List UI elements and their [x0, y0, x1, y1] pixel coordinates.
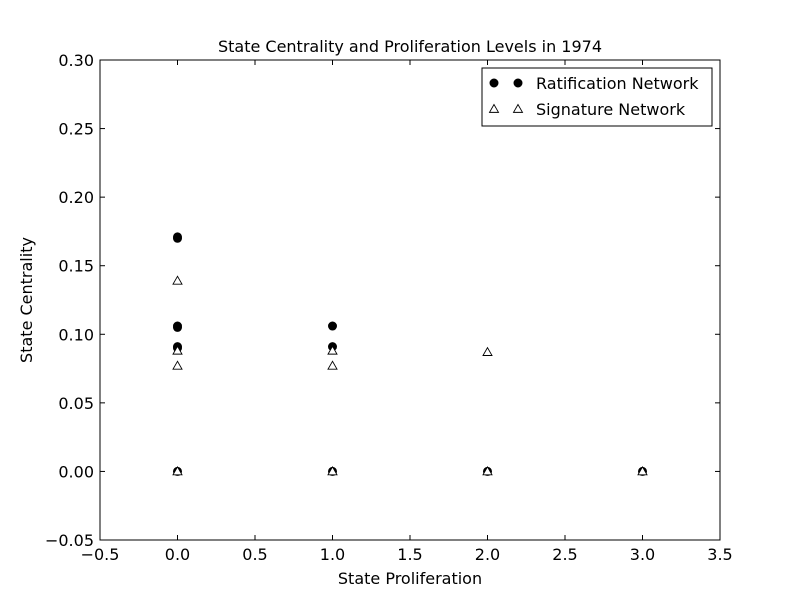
chart-title: State Centrality and Proliferation Level… — [218, 37, 602, 56]
ratification-point — [173, 322, 182, 332]
y-tick-label: −0.05 — [45, 531, 94, 550]
x-tick-label: 1.0 — [320, 545, 345, 564]
x-tick-label: 1.5 — [397, 545, 422, 564]
signature-point — [172, 360, 183, 370]
legend-markers — [488, 78, 524, 113]
y-tick-label: 0.30 — [58, 51, 94, 70]
x-tick-label: 0.0 — [165, 545, 190, 564]
x-tick-label: 0.5 — [242, 545, 267, 564]
y-tick-label: 0.00 — [58, 462, 94, 481]
legend-box — [481, 67, 713, 127]
legend-label-signature: Signature Network — [536, 100, 686, 119]
ratification-point — [328, 321, 337, 331]
y-tick-label: 0.10 — [58, 325, 94, 344]
x-tick-label: 3.5 — [707, 545, 732, 564]
y-tick-label: 0.20 — [58, 188, 94, 207]
legend-marker-signature — [512, 103, 524, 113]
legend-marker-ratification — [489, 78, 499, 88]
legend-label-ratification: Ratification Network — [536, 74, 699, 93]
y-axis-ticks: −0.05 0.00 0.05 0.10 0.15 0.20 0.25 0.30 — [45, 51, 720, 550]
y-tick-label: 0.15 — [58, 257, 94, 276]
signature-point — [327, 360, 338, 370]
legend-marker-signature — [488, 103, 500, 113]
signature-point — [327, 345, 338, 355]
y-axis-label: State Centrality — [17, 237, 36, 363]
signature-point — [637, 466, 648, 476]
x-tick-label: −0.5 — [81, 545, 120, 564]
x-tick-label: 3.0 — [630, 545, 655, 564]
signature-point — [172, 466, 183, 476]
x-axis-label: State Proliferation — [338, 569, 482, 588]
signature-point — [482, 346, 493, 356]
legend-marker-ratification — [513, 78, 523, 88]
signature-point — [172, 275, 183, 285]
signature-point — [327, 466, 338, 476]
y-tick-label: 0.25 — [58, 120, 94, 139]
x-tick-label: 2.0 — [475, 545, 500, 564]
y-tick-label: 0.05 — [58, 394, 94, 413]
x-tick-label: 2.5 — [552, 545, 577, 564]
plot-frame — [99, 59, 721, 541]
ratification-point — [173, 233, 182, 243]
x-axis-ticks: −0.5 0.0 0.5 1.0 1.5 2.0 2.5 3.0 3.5 — [81, 60, 733, 564]
signature-point — [482, 466, 493, 476]
legend: Ratification Network Signature Network — [481, 67, 713, 127]
signature-point — [172, 345, 183, 355]
data-points — [172, 232, 648, 476]
